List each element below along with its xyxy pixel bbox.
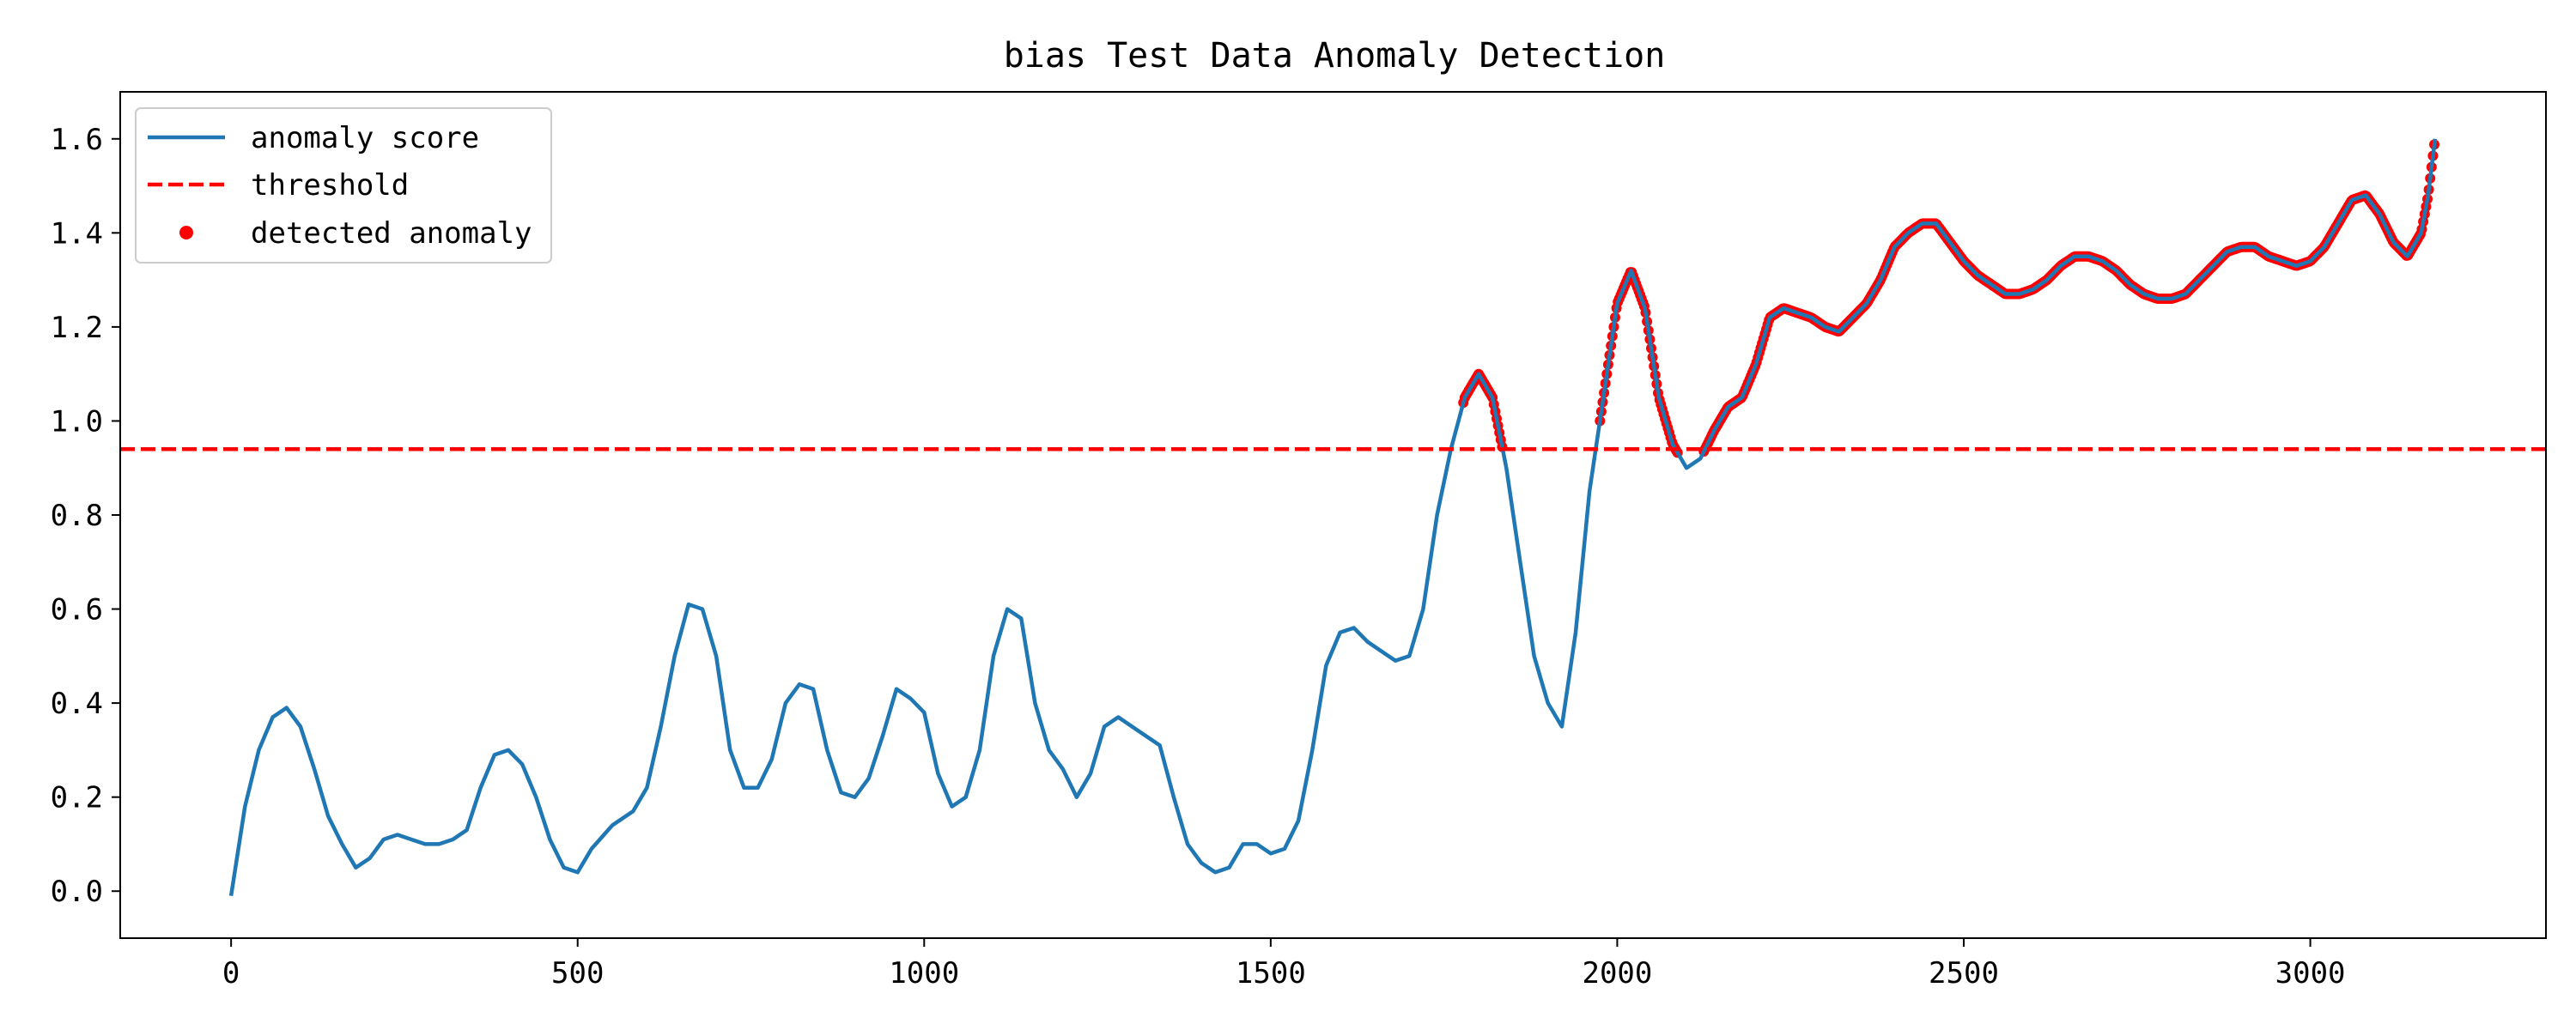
anomaly-score-line [228,138,2438,897]
y-tick-label: 1.2 [51,311,103,345]
x-tick-label: 0 [222,956,240,991]
y-tick-label: 0.0 [51,875,103,909]
x-tick-label: 1500 [1236,956,1306,991]
y-tick-label: 1.6 [51,123,103,157]
legend-label: detected anomaly [251,216,532,251]
legend-box [135,107,552,264]
x-tick-label: 1000 [889,956,959,991]
chart-title: bias Test Data Anomaly Detection [1004,36,1666,76]
x-tick-label: 500 [551,956,604,991]
legend-swatch-detected-anomaly [179,226,193,239]
y-tick-label: 1.4 [51,216,103,251]
plot-area [120,138,2546,897]
y-tick-label: 1.0 [51,404,103,439]
y-tick-label: 0.4 [51,687,103,721]
legend-label: threshold [251,168,409,203]
x-tick-label: 2000 [1582,956,1652,991]
legend-label: anomaly score [251,121,479,155]
y-tick-label: 0.8 [51,499,103,533]
axes: 0 500 1000 1500 2000 2500 3000 0.0 0.2 0.4 0.6 0.8 1… [51,91,2547,991]
x-tick-label: 3000 [2275,956,2346,991]
legend: anomaly score threshold detected anomaly [135,107,552,264]
y-tick-label: 0.6 [51,593,103,627]
y-tick-label: 0.2 [51,781,103,815]
x-tick-label: 2500 [1929,956,1999,991]
